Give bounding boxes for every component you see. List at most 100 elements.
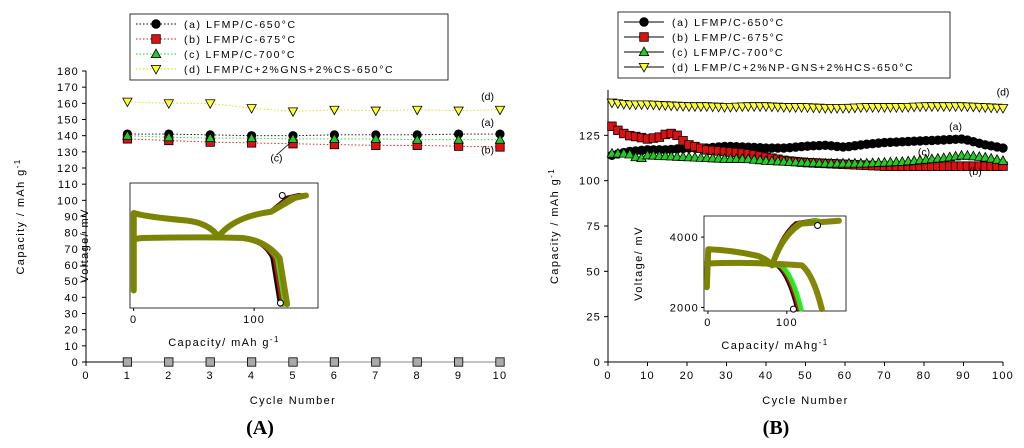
- series-annotation: (a): [949, 121, 962, 133]
- data-point: [329, 133, 340, 143]
- x-tick-label: 3: [207, 370, 214, 382]
- legend-label: (d) LFMP/C+2%NP-GNS+2%HCS-650°C: [672, 62, 914, 74]
- x-tick-label: 50: [798, 370, 813, 382]
- data-point: [453, 357, 464, 367]
- y-tick-label: 170: [57, 82, 79, 94]
- legend-box: [129, 13, 449, 81]
- legend-marker: [151, 34, 161, 44]
- series-4: [122, 357, 505, 367]
- inset-end-marker: [814, 222, 822, 229]
- x-tick-label: 10: [640, 370, 655, 382]
- data-point: [991, 153, 1003, 164]
- inset-x-tick-label: 100: [243, 314, 265, 326]
- x-tick-label: 30: [719, 370, 734, 382]
- inset-x-tick-label: 0: [704, 317, 711, 329]
- y-axis-title-text: Capacity / mAh g: [15, 168, 27, 274]
- y-axis-title-superscript: -1: [13, 158, 22, 168]
- series-line: [127, 135, 500, 141]
- legend: (a) LFMP/C-650°C (b) LFMP/C-675°C (c) LFMP…: [617, 11, 951, 79]
- series-annotation: (d): [481, 91, 494, 103]
- legend-marker: [638, 62, 650, 73]
- x-tick-label: 1: [124, 370, 131, 382]
- legend: (a) LFMP/C-650°C (b) LFMP/C-675°C (c) LFMP…: [129, 13, 449, 81]
- inset-end-marker: [276, 299, 284, 307]
- x-tick-label: 60: [838, 370, 853, 382]
- series-line: [127, 138, 501, 148]
- data-point: [672, 130, 682, 141]
- y-axis-title-text: Capacity / mAh g: [549, 178, 561, 284]
- x-axis-title: Cycle Number: [250, 395, 337, 407]
- x-tick-label: 10: [493, 370, 508, 382]
- panel-label: (B): [763, 417, 790, 439]
- inset-x-axis-title: Capacity/ mAhg-1: [721, 338, 828, 352]
- legend-label: (c) LFMP/C-700°C: [184, 49, 296, 61]
- y-tick-label: 40: [64, 292, 79, 304]
- y-tick-label: 125: [579, 130, 601, 142]
- data-point: [246, 104, 257, 114]
- y-tick-label: 150: [57, 115, 79, 127]
- legend-marker: [151, 19, 161, 29]
- y-tick-label: 50: [64, 276, 79, 288]
- y-tick-label: 70: [64, 244, 79, 256]
- series-3: [122, 97, 506, 118]
- y-tick-label: 50: [586, 266, 601, 278]
- legend-label: (d) LFMP/C+2%GNS+2%CS-650°C: [184, 64, 394, 76]
- inset-x-axis-title-text: Capacity/ mAhg: [721, 340, 818, 352]
- x-tick-label: 0: [604, 370, 611, 382]
- data-point: [163, 99, 175, 109]
- data-point: [246, 357, 257, 367]
- y-tick-label: 25: [586, 312, 601, 324]
- data-point: [204, 99, 216, 109]
- x-tick-label: 4: [248, 370, 255, 382]
- data-point: [411, 105, 423, 116]
- data-point: [979, 151, 991, 162]
- inset-y-axis-title: Voltage/ mV: [633, 226, 645, 301]
- x-axis-title: Cycle Number: [762, 395, 849, 407]
- x-tick-label: 80: [917, 370, 932, 382]
- data-point: [163, 131, 175, 142]
- data-point: [246, 132, 257, 143]
- x-tick-label: 100: [992, 370, 1014, 382]
- data-point: [494, 134, 506, 144]
- series-0: [607, 134, 1008, 160]
- data-point: [998, 143, 1008, 153]
- data-point: [288, 357, 298, 367]
- inset-x-axis-title-superscript: -1: [819, 338, 829, 347]
- series-3: [606, 98, 1009, 114]
- y-tick-label: 0: [594, 357, 601, 369]
- series-annotation: (d): [997, 86, 1010, 98]
- y-tick-label: 0: [72, 357, 79, 369]
- data-point: [412, 357, 422, 367]
- data-point: [495, 357, 505, 367]
- data-point: [624, 148, 636, 159]
- legend-label: (a) LFMP/C-650°C: [672, 17, 785, 29]
- chart-panel-b: 0 10 20 30 40 50 60 70 80 90 100 0 25 50 75 100 125 Cycle…: [547, 11, 1014, 439]
- x-tick-label: 90: [956, 370, 971, 382]
- annotation-leader-line: [276, 141, 292, 156]
- x-tick-label: 0: [82, 370, 89, 382]
- data-point: [287, 107, 299, 118]
- y-axis-title: Capacity / mAh g-1: [547, 168, 561, 284]
- y-tick-label: 80: [64, 228, 79, 240]
- data-point: [370, 106, 382, 117]
- y-tick-label: 130: [57, 147, 79, 159]
- inset-plot: 0 100 Capacity/ mAh g-1 Voltage/ mV: [79, 182, 319, 349]
- panel-label: (A): [246, 417, 274, 439]
- inset-x-axis-title-superscript: -1: [270, 335, 280, 344]
- inset-y-tick-label: 2000: [670, 302, 699, 314]
- data-point: [997, 154, 1009, 165]
- y-tick-label: 160: [57, 98, 79, 110]
- x-tick-label: 8: [414, 370, 421, 382]
- x-tick-label: 7: [372, 370, 379, 382]
- y-tick-label: 20: [64, 325, 79, 337]
- data-point: [122, 130, 133, 140]
- series-annotation: (a): [481, 117, 494, 129]
- y-tick-label: 120: [57, 163, 79, 175]
- data-point: [630, 151, 642, 162]
- series-line: [127, 133, 500, 137]
- inset-voltage-curve: [130, 192, 309, 308]
- data-point: [204, 132, 216, 143]
- legend-label: (b) LFMP/C-675°C: [184, 34, 297, 46]
- series-annotation: (c): [270, 153, 282, 165]
- y-tick-label: 100: [57, 195, 79, 207]
